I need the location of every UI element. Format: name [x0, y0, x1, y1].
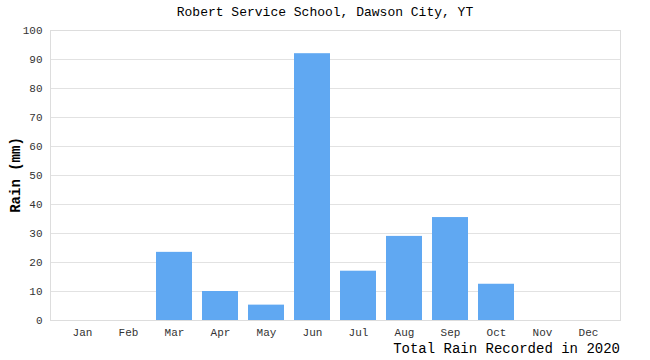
svg-text:90: 90	[29, 54, 42, 66]
svg-text:Jun: Jun	[303, 327, 323, 339]
svg-text:20: 20	[29, 257, 42, 269]
svg-text:30: 30	[29, 228, 42, 240]
svg-text:Aug: Aug	[395, 327, 415, 339]
svg-text:0: 0	[36, 315, 43, 327]
svg-text:Rain (mm): Rain (mm)	[8, 137, 24, 213]
svg-text:Oct: Oct	[487, 327, 507, 339]
svg-text:80: 80	[29, 83, 42, 95]
svg-text:50: 50	[29, 170, 42, 182]
svg-text:40: 40	[29, 199, 42, 211]
svg-text:Jul: Jul	[349, 327, 369, 339]
svg-text:10: 10	[29, 286, 42, 298]
svg-text:Mar: Mar	[165, 327, 185, 339]
svg-text:Apr: Apr	[211, 327, 231, 339]
html-text:Total Rain Recorded in 2020: Total Rain Recorded in 2020	[393, 341, 620, 357]
svg-text:60: 60	[29, 141, 42, 153]
svg-text:Dec: Dec	[579, 327, 599, 339]
svg-text:100: 100	[23, 25, 43, 37]
svg-text:May: May	[257, 327, 277, 339]
svg-text:Feb: Feb	[119, 327, 139, 339]
html-text:Robert Service School, Dawson: Robert Service School, Dawson City, YT	[176, 5, 474, 20]
svg-text:Nov: Nov	[533, 327, 553, 339]
svg-text:Jan: Jan	[73, 327, 93, 339]
svg-text:Sep: Sep	[441, 327, 461, 339]
svg-text:70: 70	[29, 112, 42, 124]
